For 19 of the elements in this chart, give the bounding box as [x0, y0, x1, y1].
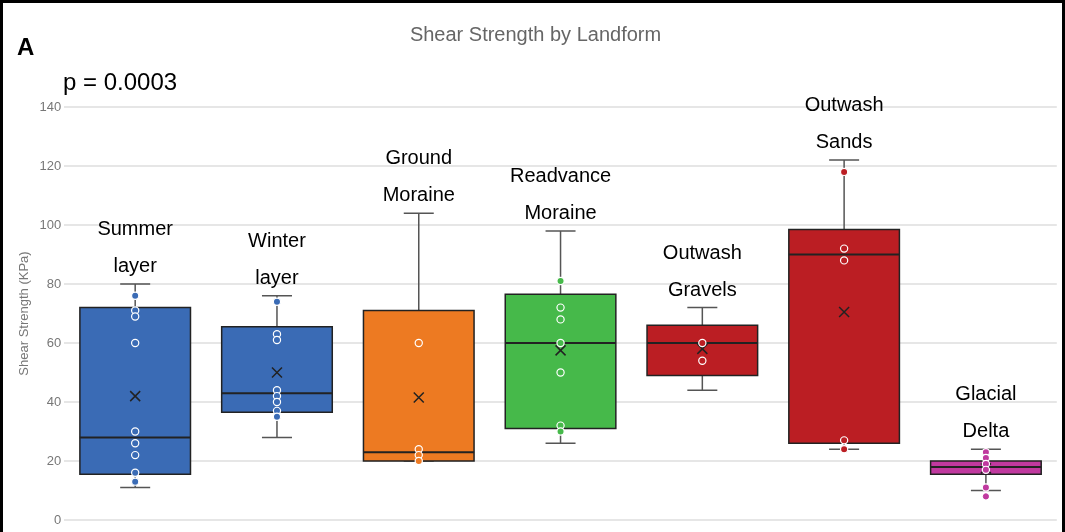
y-tick-label: 140	[39, 98, 62, 114]
text: p = 0.0003	[63, 68, 178, 95]
y-tick-label: 80	[46, 275, 62, 291]
x-tick-label: Winter layer	[248, 228, 307, 288]
x-tick-label: Outwash Sands	[804, 93, 884, 153]
text: A	[17, 33, 35, 60]
x-tick-label: Outwash Gravels	[662, 240, 742, 300]
y-tick-label: 120	[39, 157, 62, 173]
y-tick-label: 60	[46, 334, 62, 350]
y-tick-label: 100	[39, 216, 62, 232]
y-axis-title: Shear Strength (KPa)	[16, 251, 32, 376]
y-tick-label: 0	[54, 511, 62, 527]
x-tick-label: Readvance Moraine	[509, 163, 612, 223]
x-tick-label: Glacial Delta	[955, 382, 1017, 442]
chart-title: Shear Strength by Landform	[409, 22, 662, 45]
y-tick-label: 40	[46, 393, 62, 409]
y-tick-label: 20	[46, 452, 62, 468]
x-tick-label: Summer layer	[97, 217, 174, 276]
x-tick-label: Ground Moraine	[382, 146, 455, 206]
